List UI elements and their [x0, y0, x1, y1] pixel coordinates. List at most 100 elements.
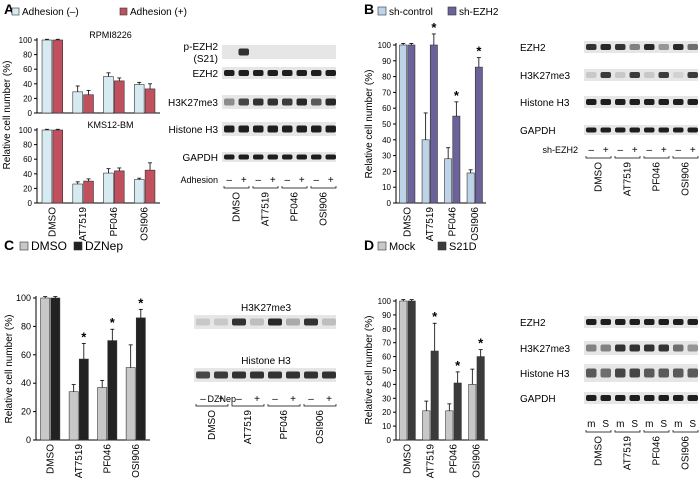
blot-band — [673, 344, 684, 352]
x-tick-label: DMSO — [47, 207, 58, 237]
blot-band — [629, 72, 640, 78]
y-tick-label: 80 — [382, 325, 391, 334]
blot-band — [196, 371, 210, 379]
blot-band — [658, 99, 669, 105]
blot-band — [586, 72, 597, 78]
blot-band — [629, 368, 640, 378]
blot-row-label: Histone H3 — [520, 98, 570, 109]
blot-band — [658, 72, 669, 78]
blot-band — [586, 44, 597, 50]
y-tick-label: 90 — [382, 57, 391, 66]
blot-band — [687, 368, 698, 378]
blot-band — [687, 344, 698, 352]
bar — [52, 39, 64, 114]
bar — [125, 367, 136, 441]
blot-band — [586, 368, 597, 378]
lane-bracket — [231, 404, 265, 407]
bar — [83, 180, 94, 204]
blot-band — [687, 127, 698, 133]
lane-sign: + — [254, 394, 260, 405]
blot-band — [268, 371, 282, 379]
y-tick-label: 100 — [378, 297, 392, 306]
blot-strip — [584, 316, 698, 328]
bar — [72, 183, 83, 204]
x-tick-label: AT7519 — [426, 444, 437, 479]
blot-band — [644, 319, 655, 325]
blot-row-label: EZH2 — [192, 69, 218, 80]
blot-strip — [584, 364, 698, 382]
treatment-label: sh-EZH2 — [542, 145, 578, 155]
blot-band — [615, 127, 626, 133]
lane-label: PF046 — [652, 436, 663, 466]
blot-row-label: EZH2 — [520, 43, 546, 54]
blot-band — [658, 368, 669, 378]
blot-strip — [222, 67, 336, 79]
lane-bracket — [585, 156, 612, 159]
blot-strip — [222, 45, 336, 59]
blot-band — [286, 371, 300, 379]
blot-strip — [584, 41, 698, 53]
blot-strip — [584, 341, 698, 355]
blot-row-label: GAPDH — [520, 126, 556, 137]
blot-band — [644, 368, 655, 378]
lane-sign: + — [603, 145, 609, 156]
blot-band — [629, 344, 640, 352]
blot-band — [296, 98, 307, 106]
lane-bracket — [643, 156, 670, 159]
y-tick-label: 70 — [382, 339, 391, 348]
lane-sign: S — [631, 419, 638, 430]
y-tick-label: 80 — [382, 73, 391, 82]
blot-band — [600, 127, 611, 133]
blot-band — [311, 98, 322, 106]
x-tick-label: PF046 — [109, 207, 120, 237]
chart-D: 0 10 20 30 40 50 60 70 80 90 100 Relative cell numb… — [364, 241, 488, 478]
bar — [52, 129, 64, 204]
bar — [97, 387, 108, 441]
legend-swatch — [11, 7, 20, 16]
lane-sign: – — [308, 394, 314, 405]
bar — [399, 300, 408, 441]
significance-star: * — [454, 88, 460, 103]
x-tick-label: AT7519 — [78, 207, 89, 242]
treatment-label: Adhesion — [180, 175, 218, 185]
lane-sign: + — [290, 394, 296, 405]
blot-band — [687, 319, 698, 325]
blot-row-label-line: (S21) — [194, 54, 218, 65]
blot-band — [687, 99, 698, 105]
y-tick-label: 10 — [382, 183, 391, 192]
lane-sign: – — [284, 175, 290, 186]
blot-band — [238, 98, 249, 106]
bar — [114, 170, 125, 204]
lane-label: PF046 — [652, 162, 663, 192]
chart-B: 0 10 20 30 40 50 60 70 80 90 100 Relative cell numb… — [364, 6, 499, 241]
blot-band — [586, 319, 597, 325]
panel-label-A: A — [4, 1, 14, 17]
blot-band — [238, 154, 249, 160]
bar — [50, 297, 61, 441]
chart-title: KMS12-BM — [87, 120, 133, 130]
lane-label: AT7519 — [623, 162, 634, 197]
legend-swatch — [19, 241, 29, 251]
blot-strip — [194, 368, 336, 382]
blot-band — [687, 44, 698, 50]
lane-sign: + — [632, 145, 638, 156]
blot-band — [322, 371, 336, 379]
bar — [40, 297, 51, 441]
x-tick-label: PF046 — [447, 207, 458, 237]
legend-label: sh-control — [389, 7, 433, 18]
blot-band — [325, 125, 336, 133]
bar — [422, 410, 431, 441]
y-tick-label: 40 — [23, 80, 32, 89]
bar — [135, 317, 146, 441]
blot-band — [615, 72, 626, 78]
blot-band — [311, 70, 322, 76]
y-tick-label: 100 — [19, 126, 33, 135]
bar — [407, 300, 416, 441]
blot-band — [286, 318, 300, 326]
blot-band — [600, 344, 611, 352]
blot-row-label: p-EZH2 (S21) — [184, 42, 219, 65]
blot-strip — [584, 125, 698, 135]
blot-band — [253, 154, 264, 160]
blot-row-label: H3K27me3 — [520, 71, 570, 82]
blot-band — [224, 154, 235, 160]
